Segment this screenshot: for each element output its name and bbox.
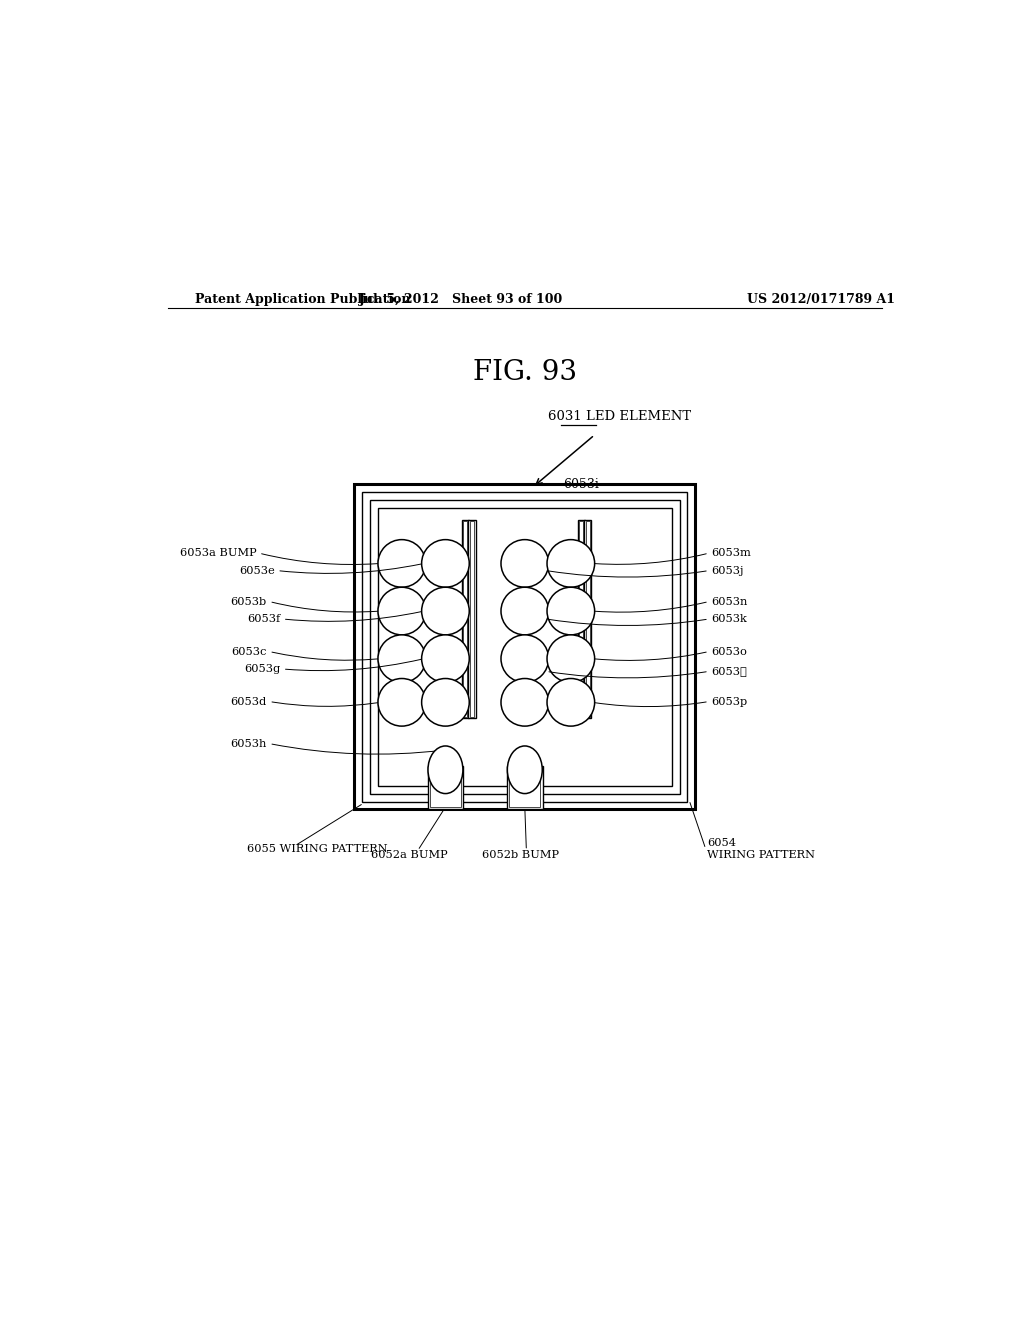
Text: 6052b BUMP: 6052b BUMP: [482, 850, 559, 861]
Bar: [462, 520, 469, 718]
Bar: [370, 500, 680, 793]
Text: 6054: 6054: [708, 838, 736, 847]
Circle shape: [378, 678, 426, 726]
Text: 6053h: 6053h: [230, 739, 267, 748]
Circle shape: [501, 635, 549, 682]
Text: 6053g: 6053g: [244, 664, 281, 675]
Text: 6053n: 6053n: [712, 597, 748, 606]
Bar: [378, 508, 672, 785]
Text: 6053m: 6053m: [712, 548, 752, 558]
Bar: [578, 520, 585, 718]
Circle shape: [422, 587, 469, 635]
Text: 6055 WIRING PATTERN: 6055 WIRING PATTERN: [247, 843, 388, 854]
Text: 6053k: 6053k: [712, 614, 748, 624]
Text: 6053e: 6053e: [239, 565, 274, 576]
Circle shape: [547, 635, 595, 682]
Text: 6053b: 6053b: [230, 597, 267, 606]
Circle shape: [378, 635, 426, 682]
Text: Jul. 5, 2012   Sheet 93 of 100: Jul. 5, 2012 Sheet 93 of 100: [359, 293, 563, 306]
Bar: [463, 521, 467, 717]
Circle shape: [547, 678, 595, 726]
Text: 6053o: 6053o: [712, 647, 748, 656]
Circle shape: [501, 540, 549, 587]
Bar: [586, 521, 590, 717]
Bar: [468, 520, 475, 718]
Bar: [354, 484, 695, 809]
Bar: [470, 521, 474, 717]
Bar: [362, 492, 687, 801]
Circle shape: [378, 540, 426, 587]
Circle shape: [422, 635, 469, 682]
Circle shape: [422, 678, 469, 726]
Text: 6052a BUMP: 6052a BUMP: [372, 850, 449, 861]
Ellipse shape: [428, 746, 463, 793]
Text: 6053a BUMP: 6053a BUMP: [180, 548, 257, 558]
Text: 6053p: 6053p: [712, 697, 748, 706]
Text: 6053d: 6053d: [230, 697, 267, 706]
Bar: [428, 766, 463, 809]
Text: 6053c: 6053c: [231, 647, 267, 656]
Circle shape: [501, 587, 549, 635]
Ellipse shape: [507, 746, 543, 793]
Circle shape: [501, 678, 549, 726]
Circle shape: [422, 540, 469, 587]
Circle shape: [378, 587, 426, 635]
Text: US 2012/0171789 A1: US 2012/0171789 A1: [748, 293, 895, 306]
Text: 6053ℓ: 6053ℓ: [712, 667, 748, 676]
Text: FIG. 93: FIG. 93: [473, 359, 577, 387]
Text: 6031 LED ELEMENT: 6031 LED ELEMENT: [549, 411, 691, 424]
Bar: [585, 520, 592, 718]
Text: 6053f: 6053f: [247, 614, 281, 624]
Text: Patent Application Publication: Patent Application Publication: [196, 293, 411, 306]
Text: 6053j: 6053j: [712, 565, 743, 576]
Bar: [430, 768, 461, 807]
Text: WIRING PATTERN: WIRING PATTERN: [708, 850, 815, 861]
Circle shape: [547, 587, 595, 635]
Bar: [580, 521, 583, 717]
Bar: [507, 766, 543, 809]
Bar: [509, 768, 541, 807]
Text: 6053i: 6053i: [563, 478, 599, 491]
Circle shape: [547, 540, 595, 587]
